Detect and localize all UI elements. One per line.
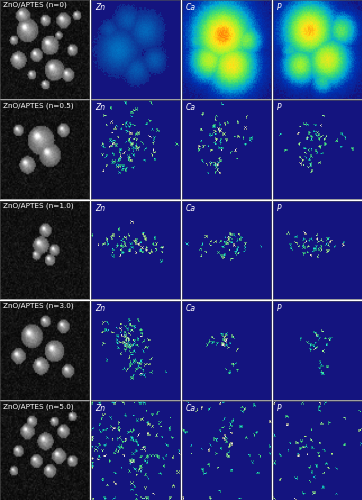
Text: Zn: Zn bbox=[95, 304, 105, 313]
Text: ZnO/APTES (n=0): ZnO/APTES (n=0) bbox=[3, 2, 67, 8]
Text: Ca: Ca bbox=[186, 204, 196, 212]
Text: P: P bbox=[277, 204, 282, 212]
Text: P: P bbox=[277, 104, 282, 112]
Text: P: P bbox=[277, 304, 282, 313]
Text: Zn: Zn bbox=[95, 104, 105, 112]
Text: ZnO/APTES (n=0.5): ZnO/APTES (n=0.5) bbox=[3, 102, 73, 109]
Text: Zn: Zn bbox=[95, 3, 105, 12]
Text: ZnO/APTES (n=3.0): ZnO/APTES (n=3.0) bbox=[3, 303, 73, 310]
Text: P: P bbox=[277, 404, 282, 413]
Text: ZnO/APTES (n=1.0): ZnO/APTES (n=1.0) bbox=[3, 202, 73, 209]
Text: Ca: Ca bbox=[186, 404, 196, 413]
Text: P: P bbox=[277, 3, 282, 12]
Text: ZnO/APTES (n=5.0): ZnO/APTES (n=5.0) bbox=[3, 403, 73, 409]
Text: Ca: Ca bbox=[186, 104, 196, 112]
Text: Zn: Zn bbox=[95, 404, 105, 413]
Text: Ca: Ca bbox=[186, 304, 196, 313]
Text: Zn: Zn bbox=[95, 204, 105, 212]
Text: Ca: Ca bbox=[186, 3, 196, 12]
